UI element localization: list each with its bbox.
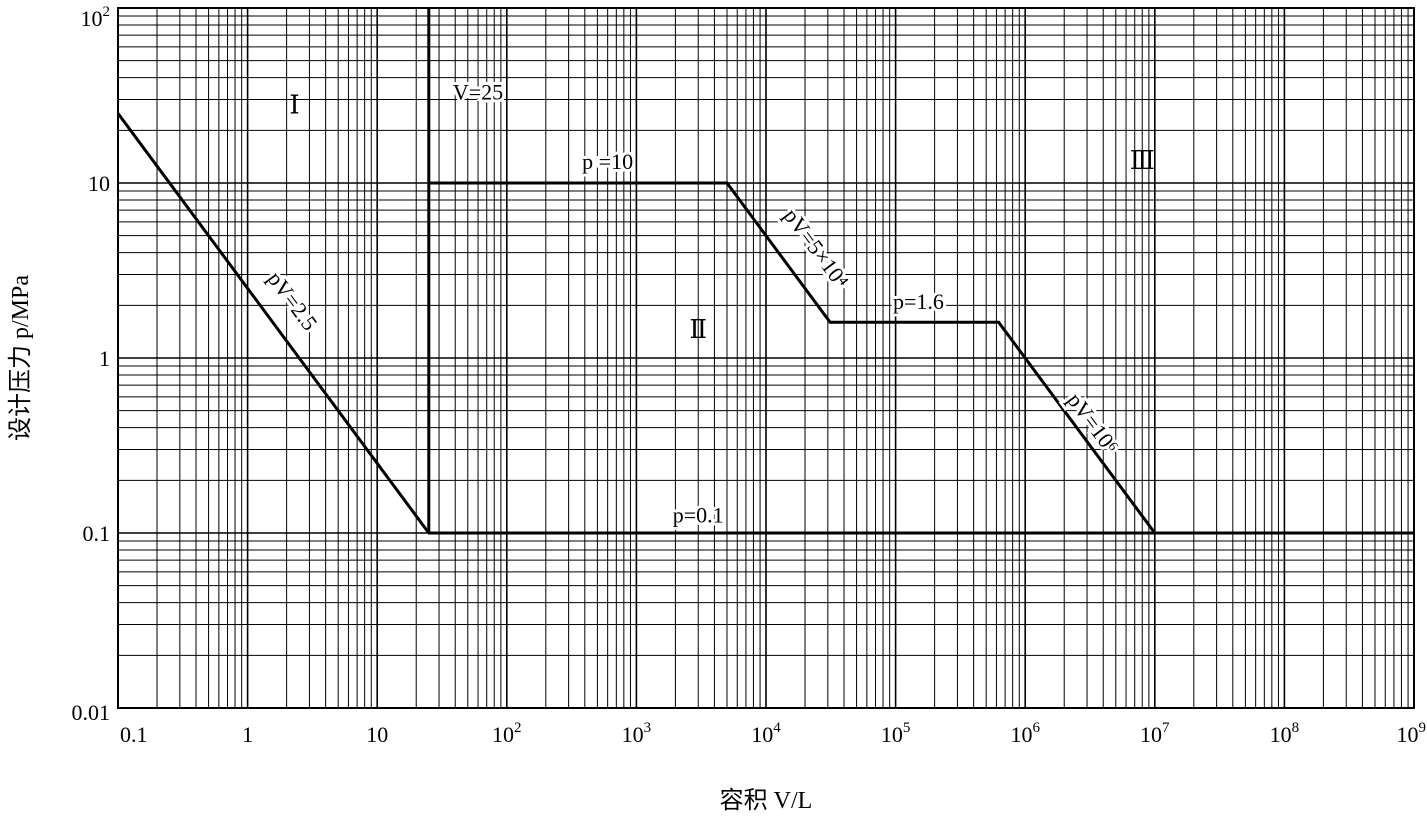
annotation-label: pV=5×10⁴ [779, 204, 854, 293]
x-axis-title: 容积 V/L [720, 787, 813, 814]
region-label: Ⅲ [1130, 146, 1155, 175]
plot-frame [117, 7, 1415, 709]
y-tick-label: 102 [81, 4, 111, 31]
series-line [116, 112, 1414, 535]
grid [117, 7, 1415, 709]
series-line [428, 181, 1157, 534]
y-axis-title: 设计压力 p/MPa [7, 275, 34, 441]
y-tick-label: 0.1 [83, 521, 111, 546]
x-tick-label: 108 [1270, 720, 1300, 747]
series-lines [116, 8, 1414, 535]
x-tick-label: 109 [1397, 720, 1427, 747]
y-tick-label: 1 [99, 346, 110, 371]
x-tick-label: 0.1 [120, 722, 148, 747]
annotation-label: p=0.1 [673, 502, 724, 527]
annotation-label: V=25 [453, 80, 503, 105]
x-tick-label: 105 [881, 720, 911, 747]
x-tick-label: 10 [366, 722, 388, 747]
y-tick-label: 0.01 [72, 700, 111, 725]
x-tick-label: 107 [1140, 720, 1170, 747]
annotation-label: p =10 [582, 149, 633, 174]
annotation-label: p=1.6 [893, 289, 944, 314]
x-tick-label: 106 [1010, 720, 1040, 747]
x-tick-label: 1 [242, 722, 253, 747]
region-label: Ⅰ [289, 90, 299, 119]
annotation-label: pV=2.5 [263, 267, 323, 336]
x-tick-label: 103 [622, 720, 652, 747]
region-label: Ⅱ [689, 315, 707, 344]
x-tick-label: 102 [492, 720, 522, 747]
x-tick-label: 104 [751, 720, 781, 747]
region-labels: Ⅰ Ⅱ Ⅲ [289, 90, 1154, 344]
y-tick-label: 10 [88, 171, 110, 196]
tick-labels: 0.1 1 10 102 103 104 105 106 107 108 109 0.01 0.1 1 10… [72, 4, 1427, 747]
